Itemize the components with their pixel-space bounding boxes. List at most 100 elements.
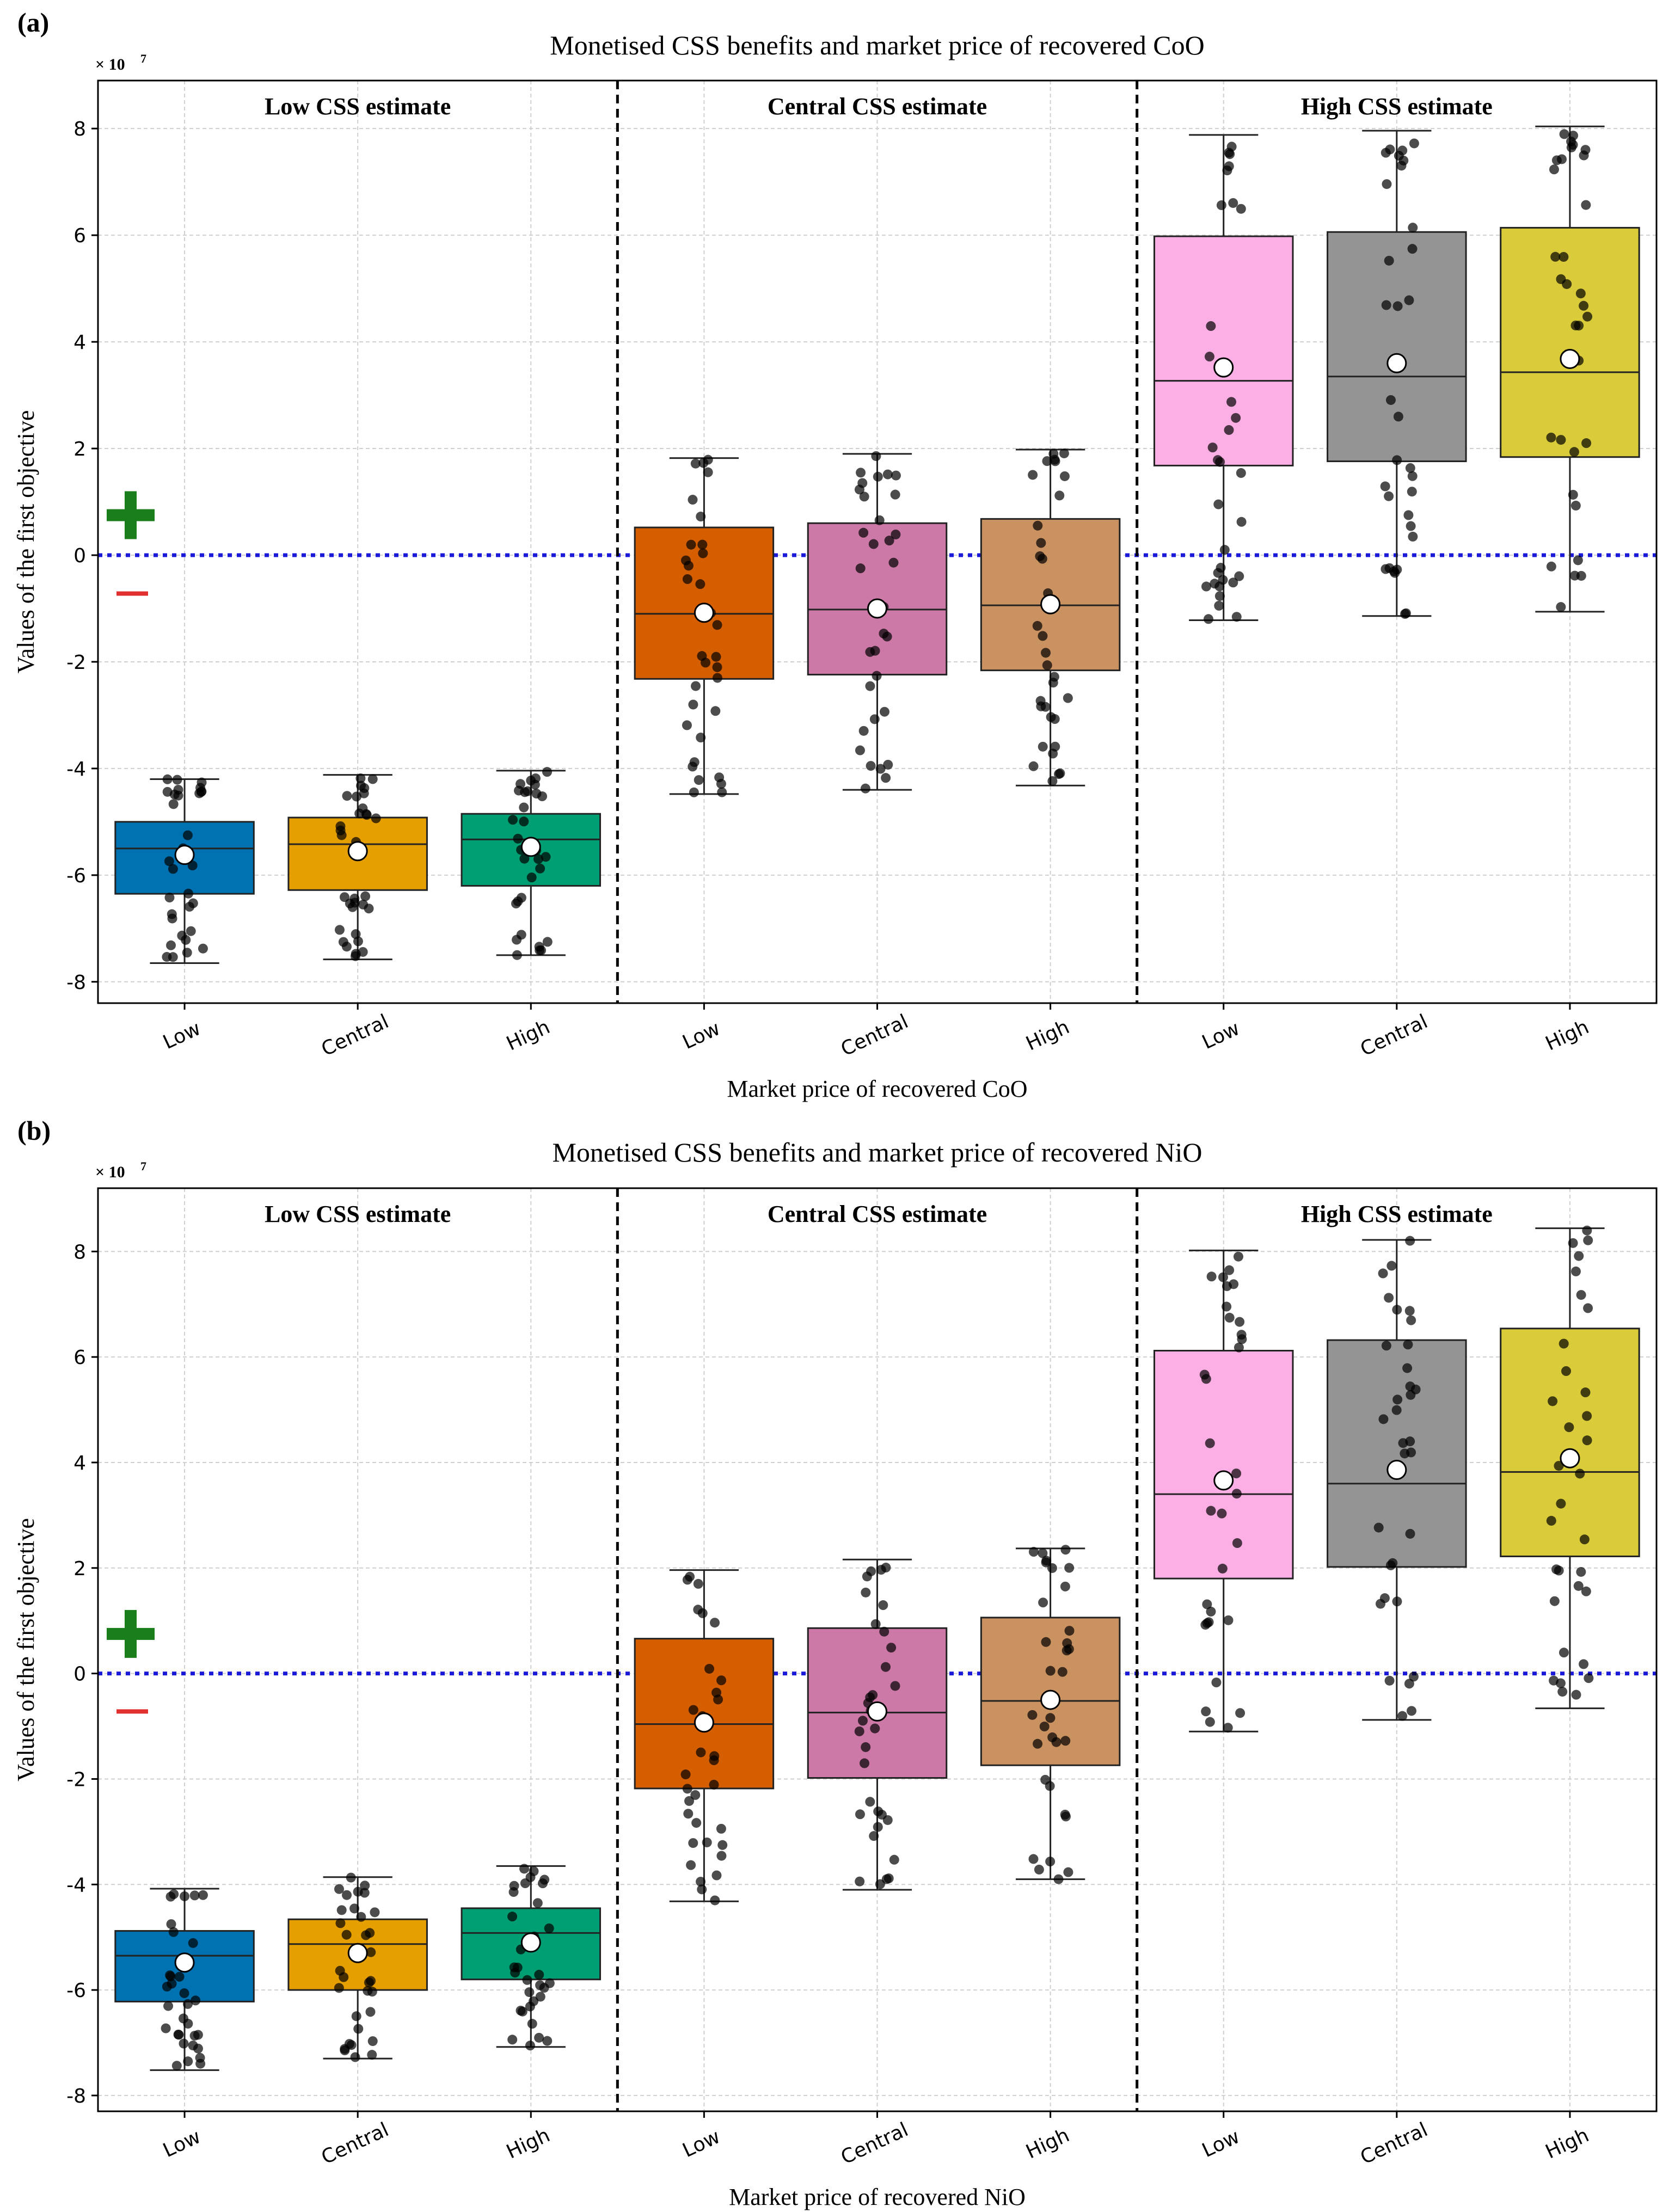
data-point bbox=[334, 925, 345, 935]
box-low-low bbox=[114, 1888, 255, 2071]
data-point bbox=[1405, 1528, 1415, 1539]
panel-label: (a) bbox=[17, 7, 49, 38]
data-point bbox=[873, 1822, 883, 1832]
data-point bbox=[857, 478, 868, 488]
data-point bbox=[855, 563, 866, 574]
data-point bbox=[688, 699, 698, 710]
data-point bbox=[874, 515, 885, 525]
data-point bbox=[1568, 1238, 1578, 1248]
y-tick-label: -6 bbox=[66, 1980, 86, 2002]
data-point bbox=[709, 1779, 719, 1790]
data-point bbox=[334, 1983, 344, 1993]
data-point bbox=[1057, 1667, 1067, 1677]
data-point bbox=[1234, 571, 1244, 581]
data-point bbox=[1201, 1706, 1211, 1717]
mean-marker bbox=[347, 841, 368, 862]
data-point bbox=[1569, 447, 1579, 457]
data-point bbox=[685, 1571, 695, 1582]
y-tick-label: -4 bbox=[66, 1874, 86, 1896]
data-point bbox=[508, 1887, 519, 1897]
data-point bbox=[182, 948, 192, 958]
box-iqr bbox=[1153, 235, 1294, 466]
data-point bbox=[1391, 1405, 1402, 1415]
data-point bbox=[1579, 150, 1589, 161]
data-point bbox=[1556, 1498, 1566, 1509]
data-point bbox=[1226, 397, 1237, 407]
data-point bbox=[871, 451, 881, 461]
data-point bbox=[162, 787, 173, 797]
box-low-central bbox=[287, 1872, 428, 2062]
data-point bbox=[890, 1681, 900, 1691]
data-point bbox=[686, 539, 696, 550]
data-point bbox=[688, 1705, 698, 1715]
data-point bbox=[513, 785, 524, 796]
data-point bbox=[1038, 1548, 1048, 1558]
data-point bbox=[1028, 1547, 1039, 1557]
data-point bbox=[1064, 1644, 1074, 1654]
data-point bbox=[709, 1751, 720, 1761]
data-point bbox=[1222, 1301, 1232, 1312]
data-point bbox=[1223, 1723, 1233, 1733]
data-point bbox=[512, 950, 522, 960]
x-tick-label: Central bbox=[318, 2118, 392, 2169]
group-label: High CSS estimate bbox=[1301, 93, 1493, 120]
data-point bbox=[1224, 161, 1234, 171]
data-point bbox=[340, 2044, 350, 2054]
data-point bbox=[1042, 456, 1052, 466]
data-point bbox=[1583, 1235, 1593, 1245]
data-point bbox=[1232, 1538, 1242, 1549]
data-point bbox=[1202, 1599, 1212, 1609]
data-point bbox=[351, 949, 361, 959]
data-point bbox=[697, 651, 707, 661]
data-point bbox=[1216, 200, 1226, 211]
data-point bbox=[353, 2024, 364, 2034]
data-point bbox=[529, 1866, 539, 1876]
data-point bbox=[716, 1675, 727, 1686]
plus-icon-vertical bbox=[125, 491, 137, 539]
data-point bbox=[1381, 300, 1391, 310]
data-point bbox=[1392, 1596, 1402, 1607]
data-point bbox=[695, 579, 705, 589]
data-point bbox=[544, 1978, 555, 1988]
data-point bbox=[1047, 1732, 1058, 1742]
data-point bbox=[1582, 1435, 1592, 1446]
data-point bbox=[1059, 448, 1069, 458]
data-point bbox=[686, 1860, 696, 1870]
data-point bbox=[690, 458, 701, 469]
x-tick-label: Central bbox=[838, 1010, 912, 1061]
data-point bbox=[191, 1995, 201, 2006]
data-point bbox=[544, 1923, 554, 1933]
y-multiplier-label: × 10 bbox=[95, 56, 125, 73]
y-tick-label: 8 bbox=[73, 118, 86, 140]
data-point bbox=[879, 1626, 889, 1637]
panel-a: (a) Monetised CSS benefits and market pri… bbox=[13, 7, 1658, 1102]
mean-marker bbox=[1386, 353, 1407, 373]
data-point bbox=[516, 893, 526, 903]
mean-marker bbox=[867, 598, 887, 619]
data-point bbox=[684, 1796, 695, 1806]
data-point bbox=[1580, 1387, 1591, 1398]
data-point bbox=[712, 620, 722, 630]
data-point bbox=[529, 1996, 539, 2006]
data-point bbox=[879, 629, 889, 639]
data-point bbox=[526, 872, 537, 883]
box-iqr bbox=[1327, 231, 1467, 463]
box-high-high bbox=[1500, 1225, 1640, 1710]
data-point bbox=[350, 2052, 360, 2062]
data-point bbox=[1559, 129, 1569, 139]
mean-marker bbox=[174, 845, 195, 865]
data-point bbox=[1035, 696, 1046, 706]
data-point bbox=[1409, 138, 1419, 149]
data-point bbox=[1581, 200, 1591, 210]
data-point bbox=[881, 1874, 892, 1884]
data-point bbox=[1403, 1340, 1413, 1350]
box-high-central bbox=[1327, 1236, 1467, 1721]
data-point bbox=[1582, 311, 1593, 322]
data-point bbox=[536, 945, 547, 956]
data-point bbox=[710, 1895, 720, 1906]
y-multiplier-exponent: 7 bbox=[140, 52, 146, 65]
data-point bbox=[866, 1566, 876, 1576]
data-point bbox=[345, 898, 355, 908]
data-point bbox=[1382, 179, 1392, 189]
data-point bbox=[1033, 1738, 1043, 1749]
